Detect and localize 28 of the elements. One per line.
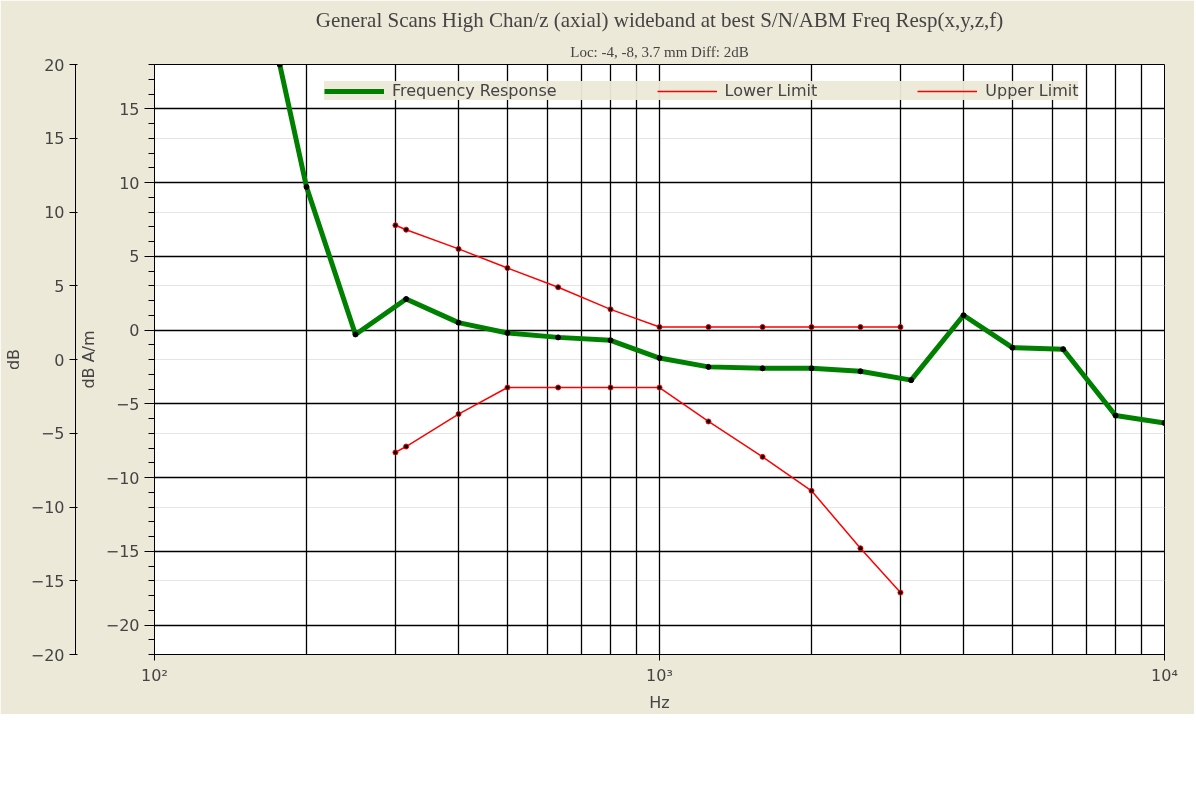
y2-tick-label: 10 bbox=[119, 173, 140, 193]
legend-label: Upper Limit bbox=[985, 81, 1079, 100]
y-tick-label: 10 bbox=[44, 203, 65, 222]
y-tick-label: 0 bbox=[54, 350, 65, 370]
y-tick-label: −10 bbox=[30, 498, 65, 517]
legend-label: Lower Limit bbox=[724, 81, 818, 100]
y2-tick-label: 5 bbox=[129, 247, 140, 267]
y2-tick-label: −20 bbox=[105, 616, 140, 635]
y-tick-label: 15 bbox=[44, 129, 65, 149]
y-tick-label: 5 bbox=[54, 276, 65, 296]
y2-tick-label: −10 bbox=[105, 468, 140, 488]
chart-subtitle: Loc: -4, -8, 3.7 mm Diff: 2dB bbox=[570, 43, 749, 60]
chart-title: General Scans High Chan/z (axial) wideband at best S/N/ABM Freq Resp(x,y,z,f) bbox=[315, 7, 1004, 32]
y-tick-label: −20 bbox=[30, 645, 65, 665]
y-axis-title: dB bbox=[3, 348, 23, 371]
x-tick-label: 10³ bbox=[646, 665, 673, 685]
x-axis-title: Hz bbox=[649, 692, 670, 712]
legend-label: Frequency Response bbox=[392, 81, 557, 100]
y2-tick-label: 0 bbox=[129, 321, 140, 340]
y-tick-label: −15 bbox=[30, 571, 65, 591]
y2-tick-label: −15 bbox=[105, 542, 140, 562]
y-tick-label: −5 bbox=[40, 424, 65, 444]
y-tick-label: 20 bbox=[44, 55, 65, 75]
y2-axis-title: dB A/m bbox=[78, 330, 98, 389]
x-tick-label: 10² bbox=[141, 665, 168, 685]
y2-tick-label: 15 bbox=[119, 99, 140, 119]
y2-tick-label: −5 bbox=[115, 394, 140, 414]
x-tick-label: 10⁴ bbox=[1151, 665, 1178, 685]
